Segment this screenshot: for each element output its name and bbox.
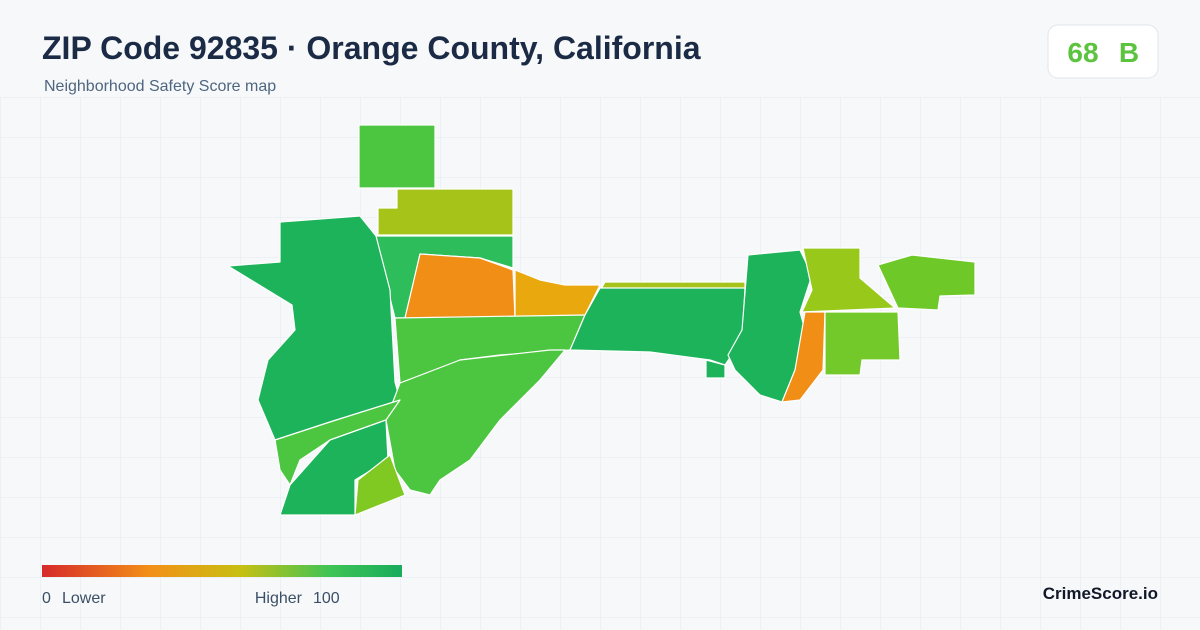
neighborhood [877,254,976,311]
neighborhood [824,311,901,376]
legend-max: 100 [313,590,340,607]
score-badge [1047,24,1159,79]
legend-max-label: Higher [255,590,303,607]
subtitle: Neighborhood Safety Score map [44,78,276,95]
map [227,124,976,516]
score-value: 68 [1067,37,1098,68]
neighborhood [801,247,896,313]
neighborhood [354,454,406,516]
neighborhood [377,188,514,236]
neighborhood [358,124,436,189]
grid [0,97,1200,630]
score-grade: B [1119,37,1139,68]
legend-scale [42,565,402,577]
legend-min: 0 [42,590,51,607]
neighborhood [705,359,726,379]
title: ZIP Code 92835 · Orange County, Californ… [42,30,701,66]
legend-min-label: Lower [62,590,106,607]
brand: CrimeScore.io [1043,584,1158,603]
